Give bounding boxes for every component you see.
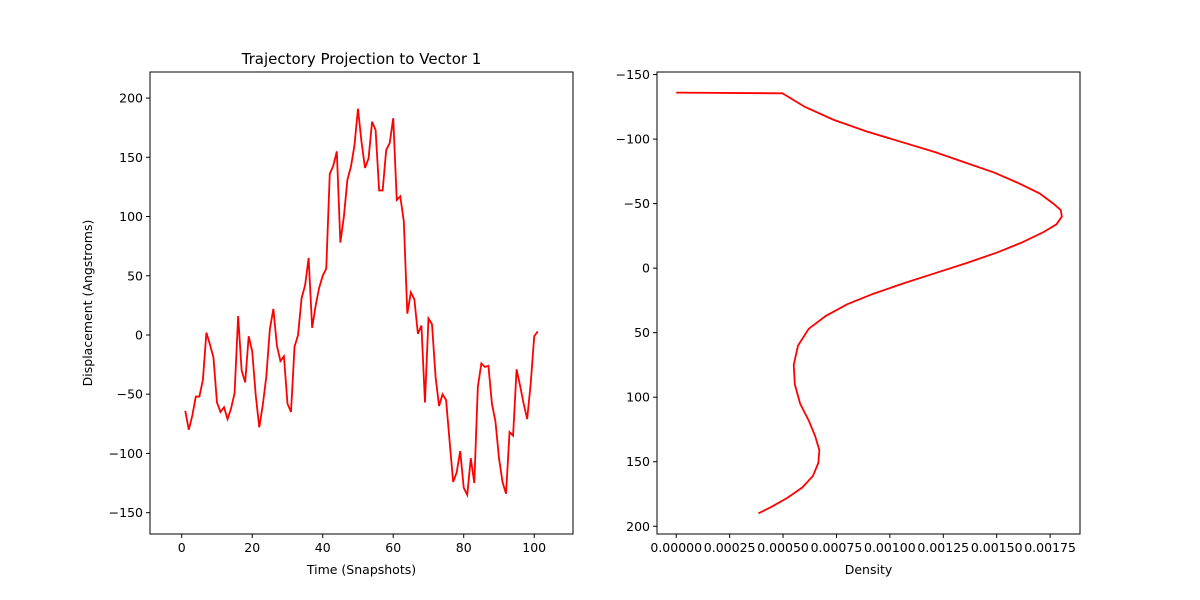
left-y-ticks: −150 −100 −50 0 50 100 150 200 (109, 91, 150, 520)
left-y-tick-label: 0 (135, 327, 143, 342)
right-y-tick-label: −150 (616, 67, 650, 82)
left-x-tick-label: 80 (456, 540, 472, 555)
left-x-tick-label: 100 (522, 540, 546, 555)
left-plot-title: Trajectory Projection to Vector 1 (241, 50, 482, 68)
right-y-tick-label: −100 (616, 132, 650, 147)
right-y-tick-label: 100 (626, 390, 650, 405)
right-y-tick-label: 0 (642, 261, 650, 276)
left-x-ticks: 0 20 40 60 80 100 (178, 534, 546, 555)
left-x-tick-label: 20 (244, 540, 260, 555)
left-y-tick-label: −150 (109, 505, 143, 520)
left-x-tick-label: 40 (315, 540, 331, 555)
left-axes-frame (149, 71, 574, 535)
left-y-tick-label: 50 (127, 268, 143, 283)
right-x-tick-label: 0.00075 (811, 540, 863, 555)
right-x-tick-label: 0.00025 (704, 540, 756, 555)
density-series-line (676, 91, 1063, 515)
left-x-tick-label: 60 (385, 540, 401, 555)
left-y-axis-label: Displacement (Angstroms) (80, 220, 95, 387)
right-y-tick-label: 50 (634, 325, 650, 340)
left-y-tick-label: 100 (119, 209, 143, 224)
right-x-axis-label: Density (845, 562, 893, 577)
right-x-tick-label: 0.00175 (1024, 540, 1076, 555)
right-axes-frame (656, 71, 1081, 535)
right-x-tick-label: 0.00150 (971, 540, 1023, 555)
left-y-tick-label: 200 (119, 91, 143, 106)
left-y-tick-label: −50 (117, 387, 143, 402)
right-x-tick-label: 0.00050 (757, 540, 809, 555)
left-y-tick-label: 150 (119, 150, 143, 165)
right-y-tick-label: −50 (624, 196, 650, 211)
right-y-tick-label: 200 (626, 519, 650, 534)
left-y-tick-label: −100 (109, 446, 143, 461)
right-y-tick-label: 150 (626, 454, 650, 469)
right-x-tick-label: 0.00100 (864, 540, 916, 555)
left-x-axis-label: Time (Snapshots) (306, 562, 416, 577)
trajectory-plot: 0 20 40 60 80 100 −150 −100 −50 0 50 100 150 200 Tra… (80, 50, 574, 577)
right-y-ticks: −150 −100 −50 0 50 100 150 200 (616, 67, 657, 534)
left-x-tick-label: 0 (178, 540, 186, 555)
right-x-tick-label: 0.00000 (650, 540, 702, 555)
right-x-tick-label: 0.00125 (917, 540, 969, 555)
density-plot: 0.00000 0.00025 0.00050 0.00075 0.00100 0.001… (616, 67, 1081, 577)
trajectory-series-line (184, 108, 539, 499)
right-x-ticks: 0.00000 0.00025 0.00050 0.00075 0.00100 0.001… (650, 534, 1076, 555)
